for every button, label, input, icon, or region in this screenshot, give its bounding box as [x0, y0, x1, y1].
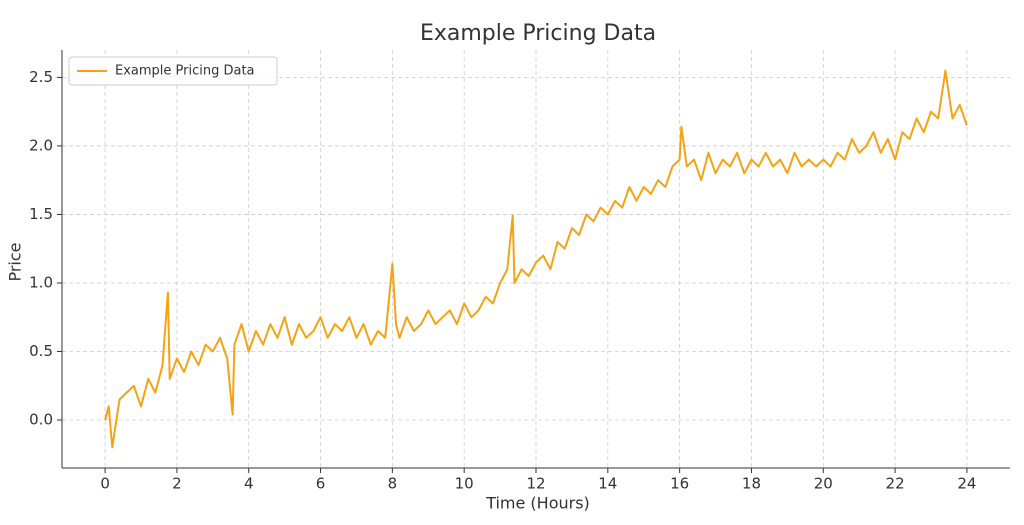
- legend-box: [68, 56, 278, 86]
- y-tick-label: 2.0: [29, 136, 53, 154]
- x-tick-label: 2: [172, 475, 182, 493]
- legend-label: Example Pricing Data: [115, 64, 255, 79]
- x-tick-label: 12: [526, 475, 545, 493]
- x-tick-label: 8: [388, 475, 398, 493]
- y-tick-label: 0.0: [29, 411, 53, 429]
- x-tick-label: 18: [742, 475, 761, 493]
- chart-title: Example Pricing Data: [420, 21, 656, 46]
- y-axis-label: Price: [6, 242, 25, 281]
- y-tick-label: 1.5: [29, 205, 53, 223]
- y-tick-label: 1.0: [29, 273, 53, 291]
- x-tick-label: 14: [598, 475, 617, 493]
- x-tick-label: 20: [814, 475, 833, 493]
- price-line: [104, 69, 968, 449]
- x-tick-label: 6: [316, 475, 326, 493]
- x-tick-label: 0: [100, 475, 110, 493]
- x-tick-label: 24: [957, 475, 976, 493]
- x-tick-label: 16: [670, 475, 689, 493]
- x-tick-label: 4: [244, 475, 254, 493]
- y-tick-label: 0.5: [29, 342, 53, 360]
- x-tick-label: 22: [886, 475, 905, 493]
- x-tick-label: 10: [455, 475, 474, 493]
- y-tick-label: 2.5: [29, 68, 53, 86]
- x-axis-label: Time (Hours): [485, 494, 590, 513]
